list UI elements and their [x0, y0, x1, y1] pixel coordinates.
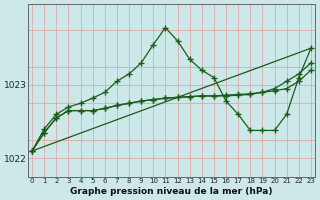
X-axis label: Graphe pression niveau de la mer (hPa): Graphe pression niveau de la mer (hPa)	[70, 187, 273, 196]
